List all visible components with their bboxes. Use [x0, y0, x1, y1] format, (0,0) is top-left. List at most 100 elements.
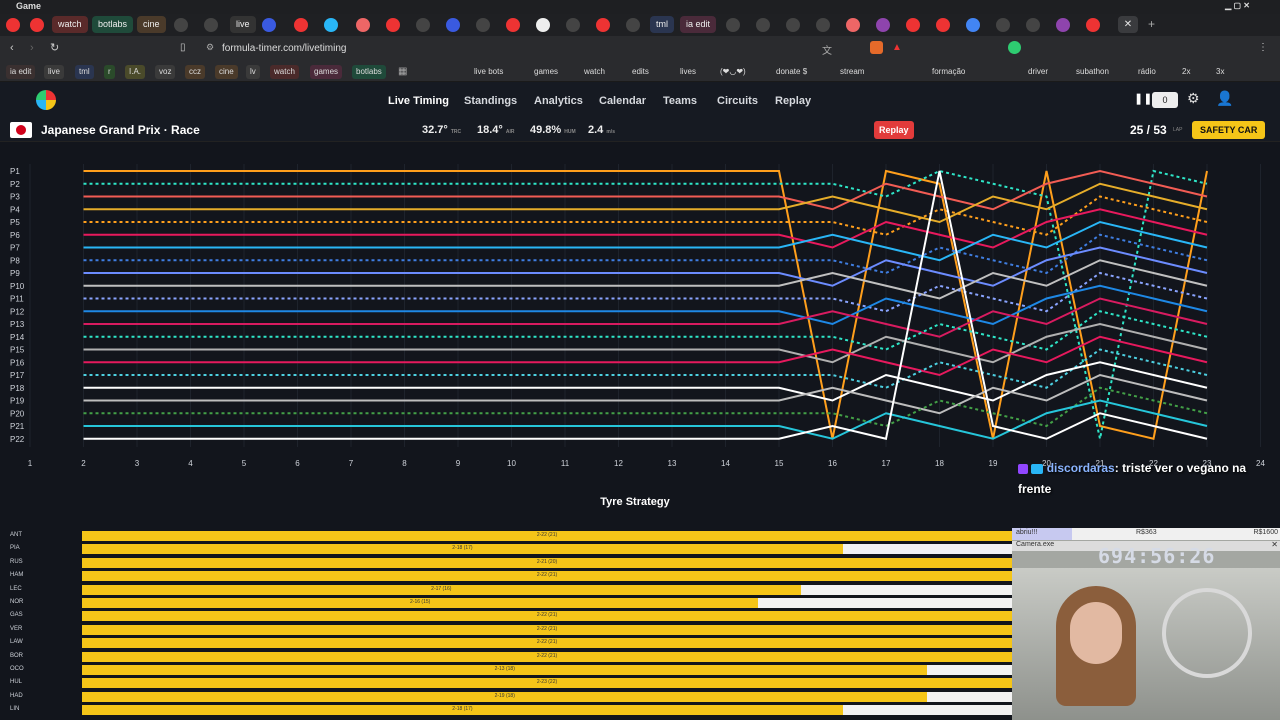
bookmark-lives[interactable]: lives [680, 67, 697, 76]
tab-icon[interactable] [6, 18, 20, 32]
driver-position-line[interactable] [83, 169, 1208, 211]
bookmark-watch[interactable]: watch [270, 65, 299, 79]
nav-teams[interactable]: Teams [663, 95, 698, 107]
driver-position-line[interactable] [83, 170, 1208, 440]
driver-position-line[interactable] [83, 208, 1208, 249]
tab-icon[interactable] [294, 18, 308, 32]
tab-icon[interactable] [626, 18, 640, 32]
bookmark-voz[interactable]: voz [155, 65, 176, 79]
tab-icon[interactable] [356, 18, 370, 32]
tab-icon[interactable] [416, 18, 430, 32]
app-logo[interactable] [36, 90, 56, 110]
site-info-icon[interactable]: ⚙ [206, 42, 215, 52]
tab-icon[interactable] [1086, 18, 1100, 32]
bookmark-r[interactable]: r [104, 65, 115, 79]
forward-icon[interactable]: › [30, 42, 34, 54]
tab-icon[interactable] [204, 18, 218, 32]
pause-counter[interactable]: 0 [1152, 92, 1178, 108]
tab-icon[interactable] [174, 18, 188, 32]
bookmark-formacao[interactable]: formação [932, 67, 966, 76]
driver-position-line[interactable] [83, 246, 1208, 287]
nav-live-timing[interactable]: Live Timing [388, 95, 449, 107]
driver-position-line[interactable] [83, 182, 1208, 224]
bookmark-donate[interactable]: donate $ [776, 67, 808, 76]
tab-icon[interactable] [876, 18, 890, 32]
nav-standings[interactable]: Standings [464, 95, 518, 107]
window-controls[interactable]: ▁ ▢ ✕ [1225, 1, 1250, 10]
extension-icon[interactable]: ▲ [892, 42, 902, 53]
translate-icon[interactable]: 文 [822, 46, 832, 57]
tab-icon[interactable] [756, 18, 770, 32]
pause-icon[interactable]: ❚❚ [1134, 93, 1153, 105]
settings-gear-icon[interactable]: ⚙ [1187, 90, 1200, 106]
extension-icon[interactable] [870, 41, 883, 54]
tab-icon[interactable] [726, 18, 740, 32]
bookmark-icon[interactable]: ▯ [180, 42, 186, 53]
tab-cine[interactable]: cine [137, 16, 166, 33]
back-icon[interactable]: ‹ [10, 42, 14, 54]
tab-icon[interactable] [566, 18, 580, 32]
driver-position-line[interactable] [83, 386, 1208, 428]
nav-calendar[interactable]: Calendar [599, 95, 647, 107]
driver-position-line[interactable] [83, 322, 1208, 364]
nav-replay[interactable]: Replay [775, 95, 812, 107]
tab-icon[interactable] [536, 18, 550, 32]
tab-icon[interactable] [476, 18, 490, 32]
tab-icon[interactable] [506, 18, 520, 32]
tab-icon[interactable] [786, 18, 800, 32]
bookmark-ia[interactable]: I.A. [125, 65, 146, 79]
bookmark-tml[interactable]: tml [75, 65, 94, 79]
tab-ia-edit[interactable]: ia edit [680, 16, 717, 33]
driver-position-line[interactable] [83, 310, 1208, 351]
tab-watch[interactable]: watch [52, 16, 88, 33]
bookmark-botlabs[interactable]: botlabs [352, 65, 386, 79]
replay-badge[interactable]: Replay [874, 121, 914, 139]
tab-icon[interactable] [1056, 18, 1070, 32]
tab-icon[interactable] [996, 18, 1010, 32]
tab-icon[interactable] [936, 18, 950, 32]
close-tab-icon[interactable]: ✕ [1118, 16, 1138, 33]
driver-position-line[interactable] [83, 259, 1208, 300]
tab-icon[interactable] [906, 18, 920, 32]
tab-icon[interactable] [386, 18, 400, 32]
bookmark-radio[interactable]: rádio [1138, 67, 1156, 76]
bookmark-live[interactable]: live [44, 65, 65, 79]
bookmark-emoticon[interactable]: (❤◡❤) [720, 67, 746, 76]
driver-position-line[interactable] [83, 271, 1208, 313]
tab-icon[interactable] [30, 18, 44, 32]
bookmark-watch-folder[interactable]: watch [584, 67, 605, 76]
bookmark-subathon[interactable]: subathon [1076, 67, 1109, 76]
driver-position-line[interactable] [83, 169, 1208, 440]
driver-position-line[interactable] [83, 169, 1208, 439]
reload-icon[interactable]: ↻ [50, 42, 60, 54]
tab-icon[interactable] [1026, 18, 1040, 32]
bookmark-cine[interactable]: cine [215, 65, 238, 79]
nav-circuits[interactable]: Circuits [717, 95, 758, 107]
bookmark-lv[interactable]: lv [246, 65, 260, 79]
driver-position-line[interactable] [83, 220, 1208, 262]
bookmark-3x[interactable]: 3x [1216, 67, 1225, 76]
driver-position-line[interactable] [83, 297, 1208, 338]
driver-position-line[interactable] [83, 361, 1208, 402]
tab-icon[interactable] [596, 18, 610, 32]
new-tab-icon[interactable]: + [1148, 17, 1156, 31]
extension-badge-icon[interactable] [1008, 41, 1021, 54]
apps-grid-icon[interactable]: ▦ [398, 66, 408, 77]
url-field[interactable]: formula-timer.com/livetiming [222, 43, 347, 54]
bookmark-ia-edit[interactable]: ia edit [6, 65, 36, 79]
driver-position-line[interactable] [83, 284, 1208, 326]
driver-position-line[interactable] [83, 195, 1208, 236]
bookmark-2x[interactable]: 2x [1182, 67, 1191, 76]
tab-icon[interactable] [446, 18, 460, 32]
bookmark-driver[interactable]: driver [1028, 67, 1049, 76]
tab-icon[interactable] [262, 18, 276, 32]
driver-position-line[interactable] [83, 348, 1208, 389]
tab-icon[interactable] [846, 18, 860, 32]
tab-icon[interactable] [966, 18, 980, 32]
driver-position-line[interactable] [83, 373, 1208, 415]
user-icon[interactable]: 👤 [1216, 90, 1234, 106]
bookmark-ccz[interactable]: ccz [185, 65, 205, 79]
bookmark-stream[interactable]: stream [840, 67, 865, 76]
tab-icon[interactable] [324, 18, 338, 32]
bookmark-edits[interactable]: edits [632, 67, 649, 76]
